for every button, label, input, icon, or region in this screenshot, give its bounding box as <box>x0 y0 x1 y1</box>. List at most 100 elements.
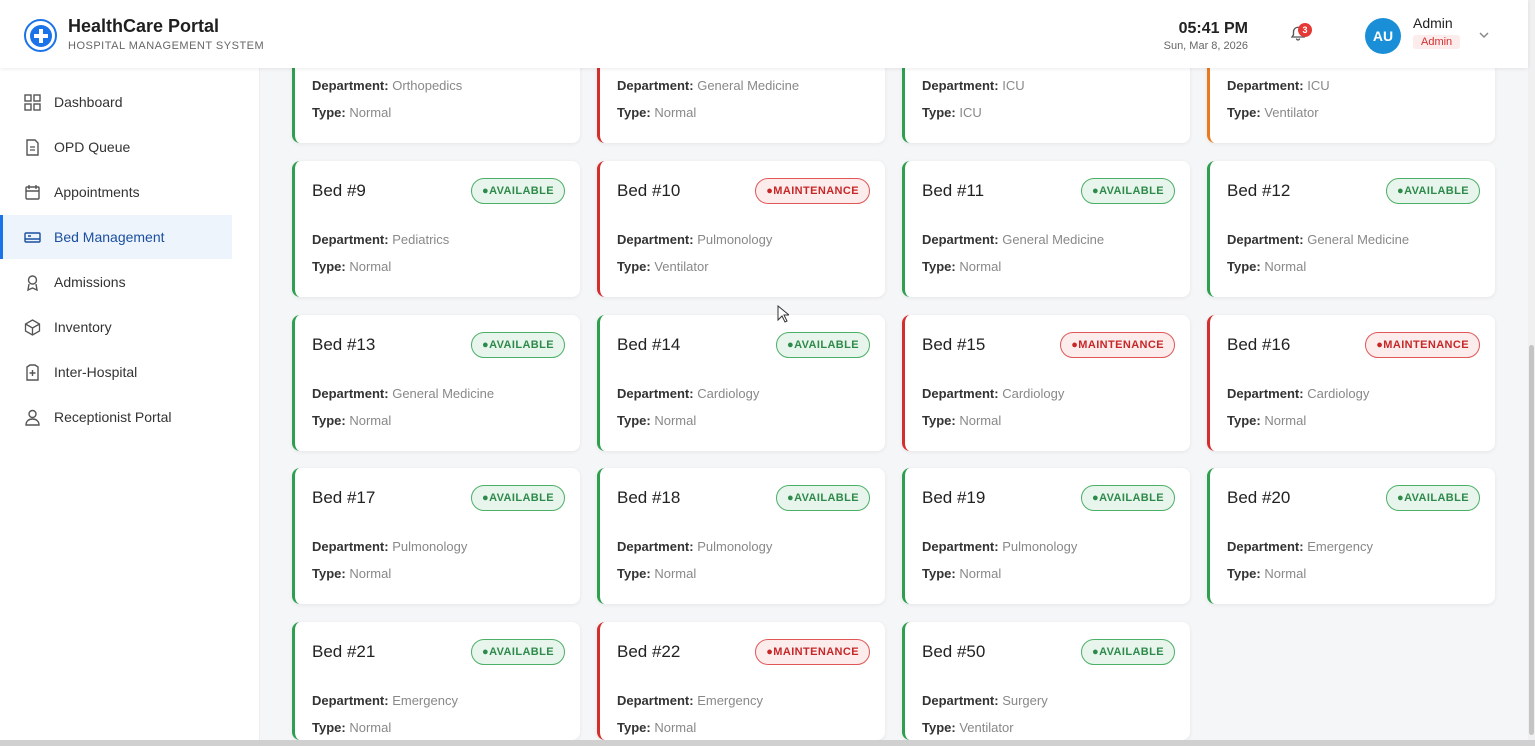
bed-card[interactable]: Bed #12 ●AVAILABLE Department: General Med… <box>1207 161 1495 297</box>
grid-icon <box>24 93 41 111</box>
type-label: Type: <box>1227 413 1261 428</box>
department-label: Department: <box>312 539 389 554</box>
bed-card[interactable]: Bed #16 ●MAINTENANCE Department: Cardiolog… <box>1207 315 1495 451</box>
sidebar-item-label: Receptionist Portal <box>54 409 172 425</box>
type-value: Ventilator <box>959 720 1014 735</box>
hospital-cross-icon[interactable] <box>24 19 57 52</box>
bed-card[interactable]: Bed #21 ●AVAILABLE Department: Emergency Ty… <box>292 622 580 740</box>
user-role-badge: Admin <box>1413 35 1461 49</box>
type-value: Normal <box>349 259 392 274</box>
bed-card[interactable]: Bed #17 ●AVAILABLE Department: Pulmonology… <box>292 468 580 604</box>
type-value: Normal <box>349 413 392 428</box>
department-row: Department: Pulmonology <box>312 539 467 554</box>
avatar[interactable]: AU <box>1365 18 1401 54</box>
type-value: Normal <box>654 566 697 581</box>
department-row: Department: Cardiology <box>1227 386 1369 401</box>
department-label: Department: <box>1227 386 1304 401</box>
bed-card[interactable]: Bed #11 ●AVAILABLE Department: General Med… <box>902 161 1190 297</box>
clock-date: Sun, Mar 8, 2026 <box>1163 40 1248 52</box>
type-row: Type: Normal <box>617 566 696 581</box>
department-label: Department: <box>922 386 999 401</box>
bed-title: Bed #10 <box>617 181 681 200</box>
department-label: Department: <box>617 232 694 247</box>
type-value: Normal <box>349 720 392 735</box>
sidebar-item-receptionist-portal[interactable]: Receptionist Portal <box>0 395 232 439</box>
bed-card[interactable]: Bed #50 ●AVAILABLE Department: Surgery Type… <box>902 622 1190 740</box>
bed-card[interactable]: Bed #15 ●MAINTENANCE Department: Cardiolog… <box>902 315 1190 451</box>
department-row: Department: Cardiology <box>617 386 759 401</box>
sidebar-item-dashboard[interactable]: Dashboard <box>0 80 232 124</box>
bed-card[interactable]: Bed #18 ●AVAILABLE Department: Pulmonology… <box>597 468 885 604</box>
status-badge: ●MAINTENANCE <box>1365 332 1480 358</box>
type-value: Normal <box>654 105 697 120</box>
type-label: Type: <box>617 720 651 735</box>
department-label: Department: <box>922 693 999 708</box>
bed-title: Bed #16 <box>1227 335 1291 354</box>
sidebar-item-appointments[interactable]: Appointments <box>0 170 232 214</box>
chevron-down-icon[interactable] <box>1478 30 1490 40</box>
department-value: Pediatrics <box>392 232 450 247</box>
bed-card[interactable]: Bed #14 ●AVAILABLE Department: Cardiology T… <box>597 315 885 451</box>
bed-title: Bed #19 <box>922 488 986 507</box>
sidebar-item-label: Inter-Hospital <box>54 364 138 380</box>
sidebar: Dashboard OPD Queue Appointments Bed Man… <box>0 68 260 740</box>
calendar-icon <box>24 184 41 201</box>
department-value: ICU <box>1002 78 1025 93</box>
type-row: Type: Normal <box>617 720 696 735</box>
bed-title: Bed #22 <box>617 642 681 661</box>
award-icon <box>24 274 41 291</box>
status-badge: ●AVAILABLE <box>1081 639 1175 665</box>
type-value: Normal <box>654 720 697 735</box>
type-row: Type: Normal <box>617 413 696 428</box>
sidebar-item-bed-management[interactable]: Bed Management <box>0 215 232 259</box>
sidebar-item-label: Admissions <box>54 274 126 290</box>
bed-title: Bed #20 <box>1227 488 1291 507</box>
department-label: Department: <box>922 232 999 247</box>
sidebar-item-label: Dashboard <box>54 94 123 110</box>
sidebar-item-opd-queue[interactable]: OPD Queue <box>0 125 232 169</box>
type-value: ICU <box>959 105 982 120</box>
department-row: Department: Pulmonology <box>617 232 772 247</box>
type-label: Type: <box>1227 105 1261 120</box>
department-value: Pulmonology <box>392 539 468 554</box>
type-value: Normal <box>1264 259 1307 274</box>
department-row: Department: Cardiology <box>922 386 1064 401</box>
sidebar-item-label: Inventory <box>54 319 112 335</box>
type-label: Type: <box>312 566 346 581</box>
department-label: Department: <box>312 386 389 401</box>
sidebar-item-inter-hospital[interactable]: Inter-Hospital <box>0 350 232 394</box>
app-title: HealthCare Portal <box>68 16 220 36</box>
bed-card[interactable]: Bed #13 ●AVAILABLE Department: General Med… <box>292 315 580 451</box>
sidebar-item-inventory[interactable]: Inventory <box>0 305 232 349</box>
department-value: Emergency <box>392 693 458 708</box>
type-label: Type: <box>312 413 346 428</box>
department-row: Department: General Medicine <box>1227 232 1409 247</box>
type-label: Type: <box>922 413 956 428</box>
scrollbar-thumb[interactable] <box>1529 345 1534 735</box>
status-badge: ●AVAILABLE <box>471 485 565 511</box>
bed-card[interactable]: Bed #9 ●AVAILABLE Department: Pediatrics Ty… <box>292 161 580 297</box>
bed-card[interactable]: Bed #19 ●AVAILABLE Department: Pulmonology… <box>902 468 1190 604</box>
type-value: Ventilator <box>1264 105 1319 120</box>
bed-card[interactable]: Bed #10 ●MAINTENANCE Department: Pulmonolo… <box>597 161 885 297</box>
bed-card[interactable]: Bed #22 ●MAINTENANCE Department: Emergency… <box>597 622 885 740</box>
bed-card[interactable]: Bed #20 ●AVAILABLE Department: Emergency Ty… <box>1207 468 1495 604</box>
department-label: Department: <box>617 78 694 93</box>
type-label: Type: <box>312 105 346 120</box>
department-value: Orthopedics <box>392 78 463 93</box>
type-label: Type: <box>617 105 651 120</box>
type-value: Ventilator <box>654 259 709 274</box>
hospital-icon <box>24 363 41 381</box>
department-value: General Medicine <box>1307 232 1410 247</box>
document-icon <box>24 138 41 156</box>
type-label: Type: <box>922 105 956 120</box>
sidebar-item-admissions[interactable]: Admissions <box>0 260 232 304</box>
type-value: Normal <box>959 413 1002 428</box>
type-value: Normal <box>959 566 1002 581</box>
department-value: Pulmonology <box>1002 539 1078 554</box>
department-label: Department: <box>312 78 389 93</box>
department-label: Department: <box>1227 232 1304 247</box>
department-row: Department: Pulmonology <box>617 539 772 554</box>
department-label: Department: <box>922 539 999 554</box>
status-badge: ●AVAILABLE <box>1386 485 1480 511</box>
